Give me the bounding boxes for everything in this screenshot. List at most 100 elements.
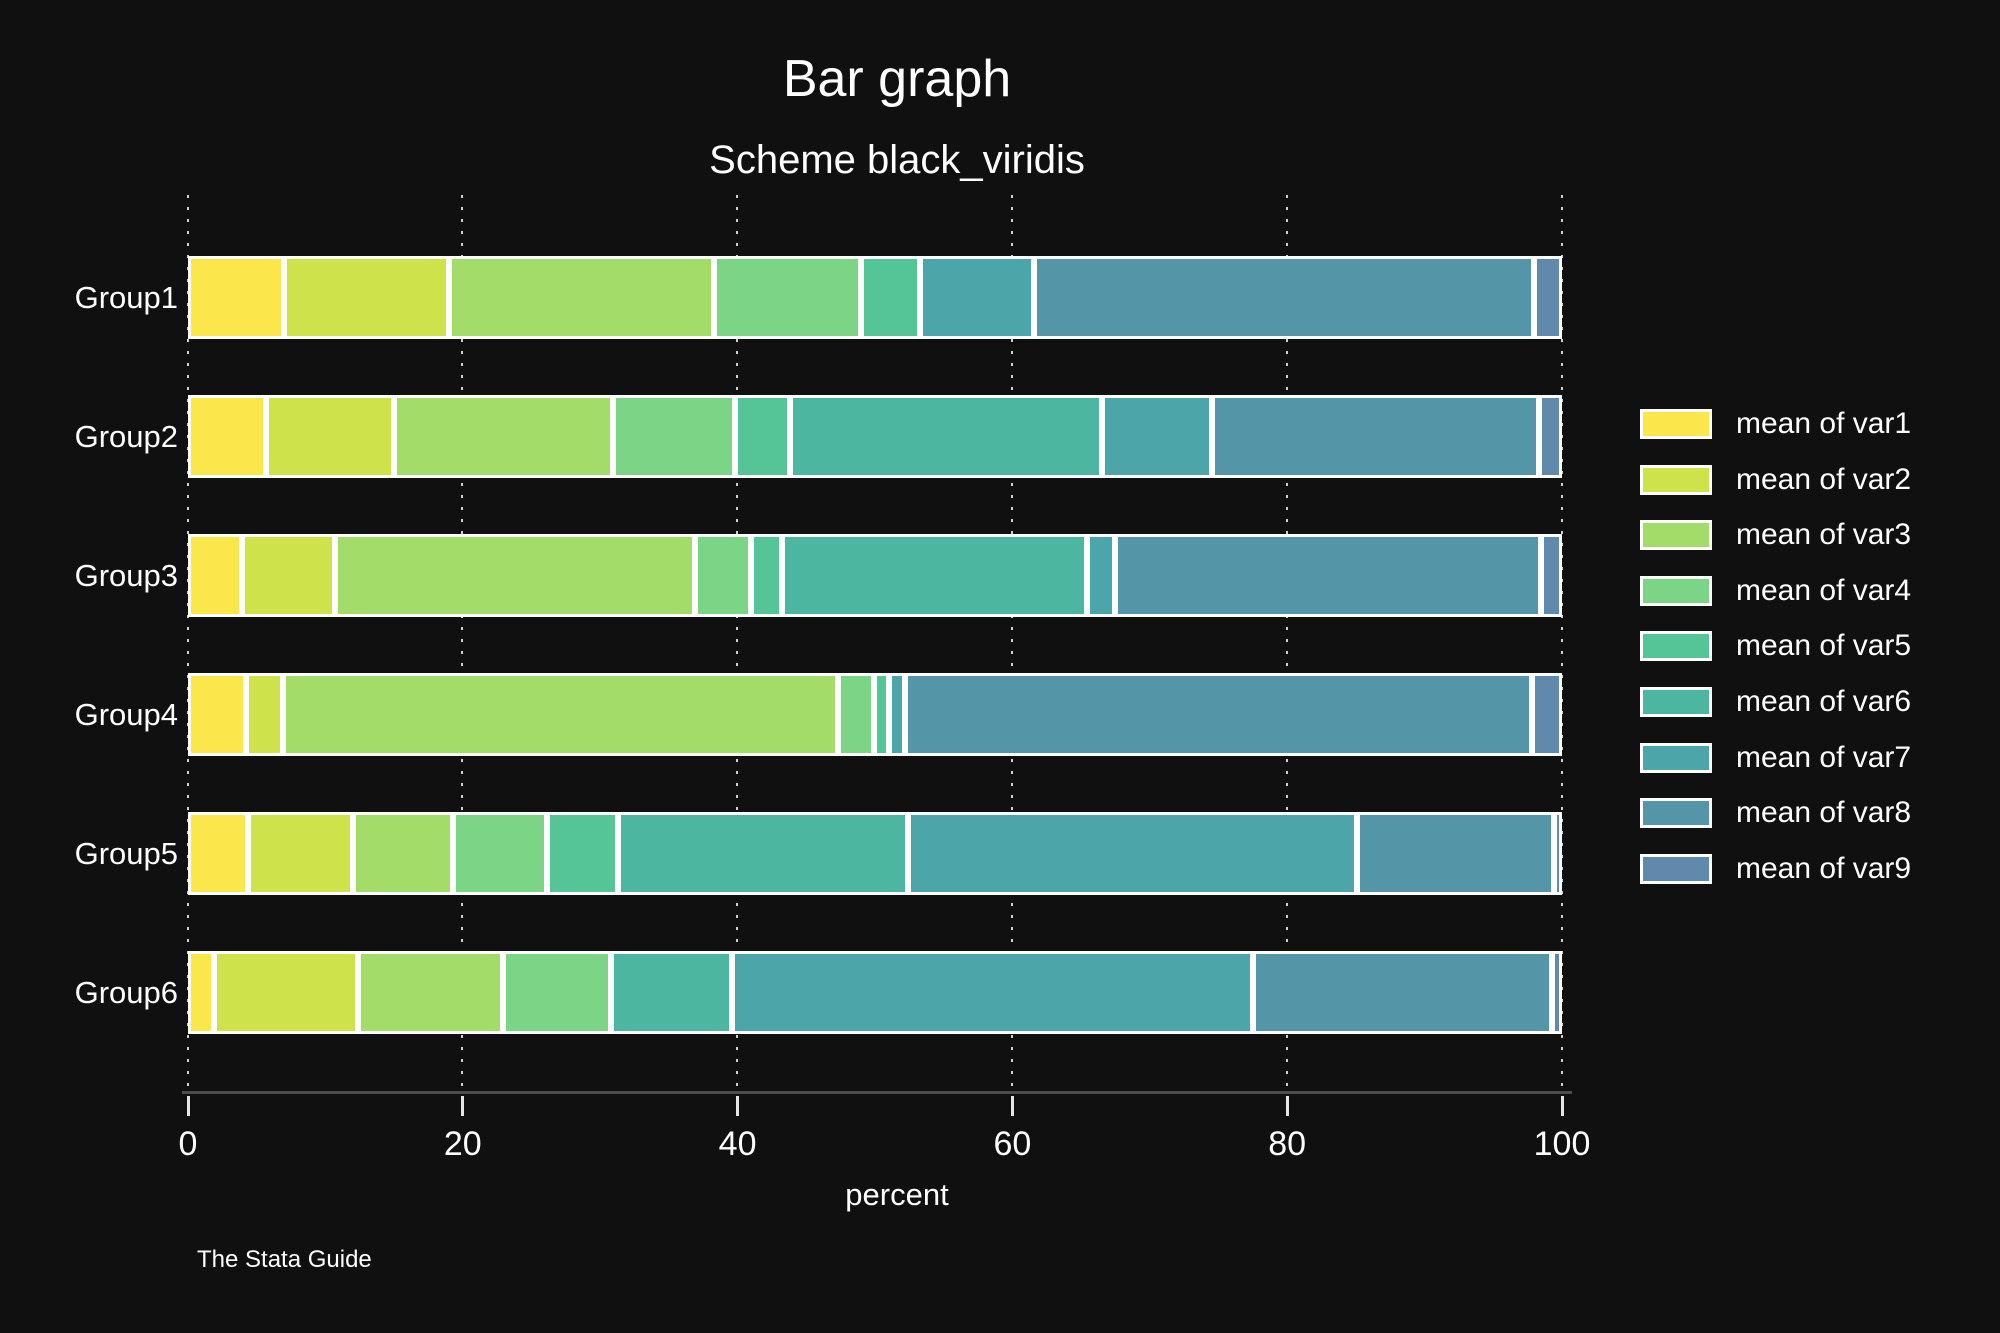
bar-segment (284, 256, 450, 339)
bar-segment (1531, 673, 1562, 756)
bar-segment (546, 812, 619, 895)
bar-segment (1252, 951, 1553, 1034)
grid-line (1010, 195, 1013, 1091)
x-axis-tick (461, 1096, 465, 1116)
bar-row (188, 951, 1562, 1034)
legend-item: mean of var4 (1640, 573, 1912, 607)
bar-segment (188, 673, 246, 756)
bar-segment (837, 673, 874, 756)
y-axis-category-label: Group4 (74, 696, 178, 732)
bar-segment (611, 951, 733, 1034)
bar-segment (1086, 534, 1116, 617)
bar-segment (905, 673, 1532, 756)
legend-item: mean of var8 (1640, 798, 1911, 829)
y-axis-category-label: Group2 (74, 418, 178, 454)
bar-segment (335, 534, 695, 617)
bar-row (188, 256, 1562, 339)
bar-segment (282, 673, 838, 756)
legend-label: mean of var4 (1736, 573, 1912, 607)
bar-segment (266, 395, 395, 478)
x-axis-tick-label: 60 (993, 1125, 1032, 1163)
legend-swatch (1640, 853, 1712, 884)
grid-line (1285, 195, 1288, 1091)
bar-segment (188, 534, 242, 617)
legend-label: mean of var7 (1736, 740, 1912, 774)
watermark: The Stata Guide (197, 1246, 372, 1273)
bar-row (188, 673, 1562, 756)
bar-segment (888, 673, 906, 756)
y-axis-category-label: Group3 (74, 557, 178, 593)
legend-item: mean of var9 (1640, 851, 1912, 885)
bar-segment (781, 534, 1087, 617)
bar-segment (1101, 395, 1212, 478)
bar-segment (188, 812, 249, 895)
bar-segment (245, 673, 283, 756)
bar-segment (188, 256, 285, 339)
x-axis-tick (186, 1096, 190, 1116)
legend-swatch (1640, 798, 1712, 829)
bar-segment (449, 256, 715, 339)
grid-line (461, 195, 464, 1091)
x-axis-title: percent (845, 1177, 949, 1212)
legend-swatch (1640, 742, 1712, 773)
bar-segment (214, 951, 359, 1034)
chart-subtitle: Scheme black_viridis (709, 138, 1085, 182)
legend-swatch (1640, 409, 1712, 439)
legend-item: mean of var1 (1640, 409, 1911, 439)
bar-row (188, 812, 1562, 895)
x-axis-tick (736, 1096, 740, 1116)
bar-segment (789, 395, 1102, 478)
legend-swatch (1640, 687, 1712, 717)
legend-swatch (1640, 575, 1712, 606)
legend-label: mean of var6 (1736, 685, 1912, 718)
legend-item: mean of var3 (1640, 518, 1912, 552)
bar-segment (1538, 395, 1562, 478)
legend-label: mean of var9 (1736, 851, 1912, 885)
legend-label: mean of var2 (1736, 462, 1912, 496)
legend-label: mean of var5 (1736, 629, 1912, 663)
bar-segment (188, 395, 267, 478)
bar-segment (732, 951, 1253, 1034)
bar-segment (734, 395, 790, 478)
y-axis-category-label: Group6 (74, 974, 178, 1010)
x-axis-tick-label: 0 (178, 1125, 198, 1163)
legend-label: mean of var1 (1736, 407, 1912, 440)
x-axis-line (182, 1091, 1572, 1094)
bar-segment (861, 256, 921, 339)
legend-swatch (1640, 631, 1712, 662)
legend-item: mean of var7 (1640, 740, 1912, 774)
x-axis-tick-label: 80 (1268, 1125, 1307, 1163)
legend-item: mean of var2 (1640, 462, 1912, 496)
grid-line (736, 195, 739, 1091)
bar-segment (1541, 534, 1562, 617)
bar-segment (1552, 951, 1562, 1034)
legend-item: mean of var6 (1640, 687, 1911, 717)
bar-segment (751, 534, 782, 617)
bar-segment (873, 673, 889, 756)
x-axis-tick-label: 20 (443, 1125, 482, 1163)
bar-segment (1534, 256, 1562, 339)
bar-segment (1553, 812, 1562, 895)
y-axis-category-label: Group5 (74, 835, 178, 871)
bar-segment (188, 951, 215, 1034)
bar-row (188, 534, 1562, 617)
bar-segment (453, 812, 547, 895)
bar-segment (394, 395, 613, 478)
bar-segment (1115, 534, 1542, 617)
x-axis-tick (1285, 1096, 1289, 1116)
bar-segment (907, 812, 1358, 895)
x-axis-tick (1560, 1096, 1564, 1116)
bar-segment (618, 812, 908, 895)
x-axis-tick (1010, 1096, 1014, 1116)
y-axis-category-label: Group1 (74, 279, 178, 315)
bar-segment (714, 256, 862, 339)
legend-label: mean of var3 (1736, 518, 1912, 552)
bar-segment (1357, 812, 1554, 895)
bar-segment (694, 534, 752, 617)
legend-item: mean of var5 (1640, 629, 1912, 663)
bar-segment (1211, 395, 1539, 478)
legend-swatch (1640, 520, 1712, 551)
bar-row (188, 395, 1562, 478)
x-axis-tick-label: 100 (1533, 1125, 1591, 1163)
